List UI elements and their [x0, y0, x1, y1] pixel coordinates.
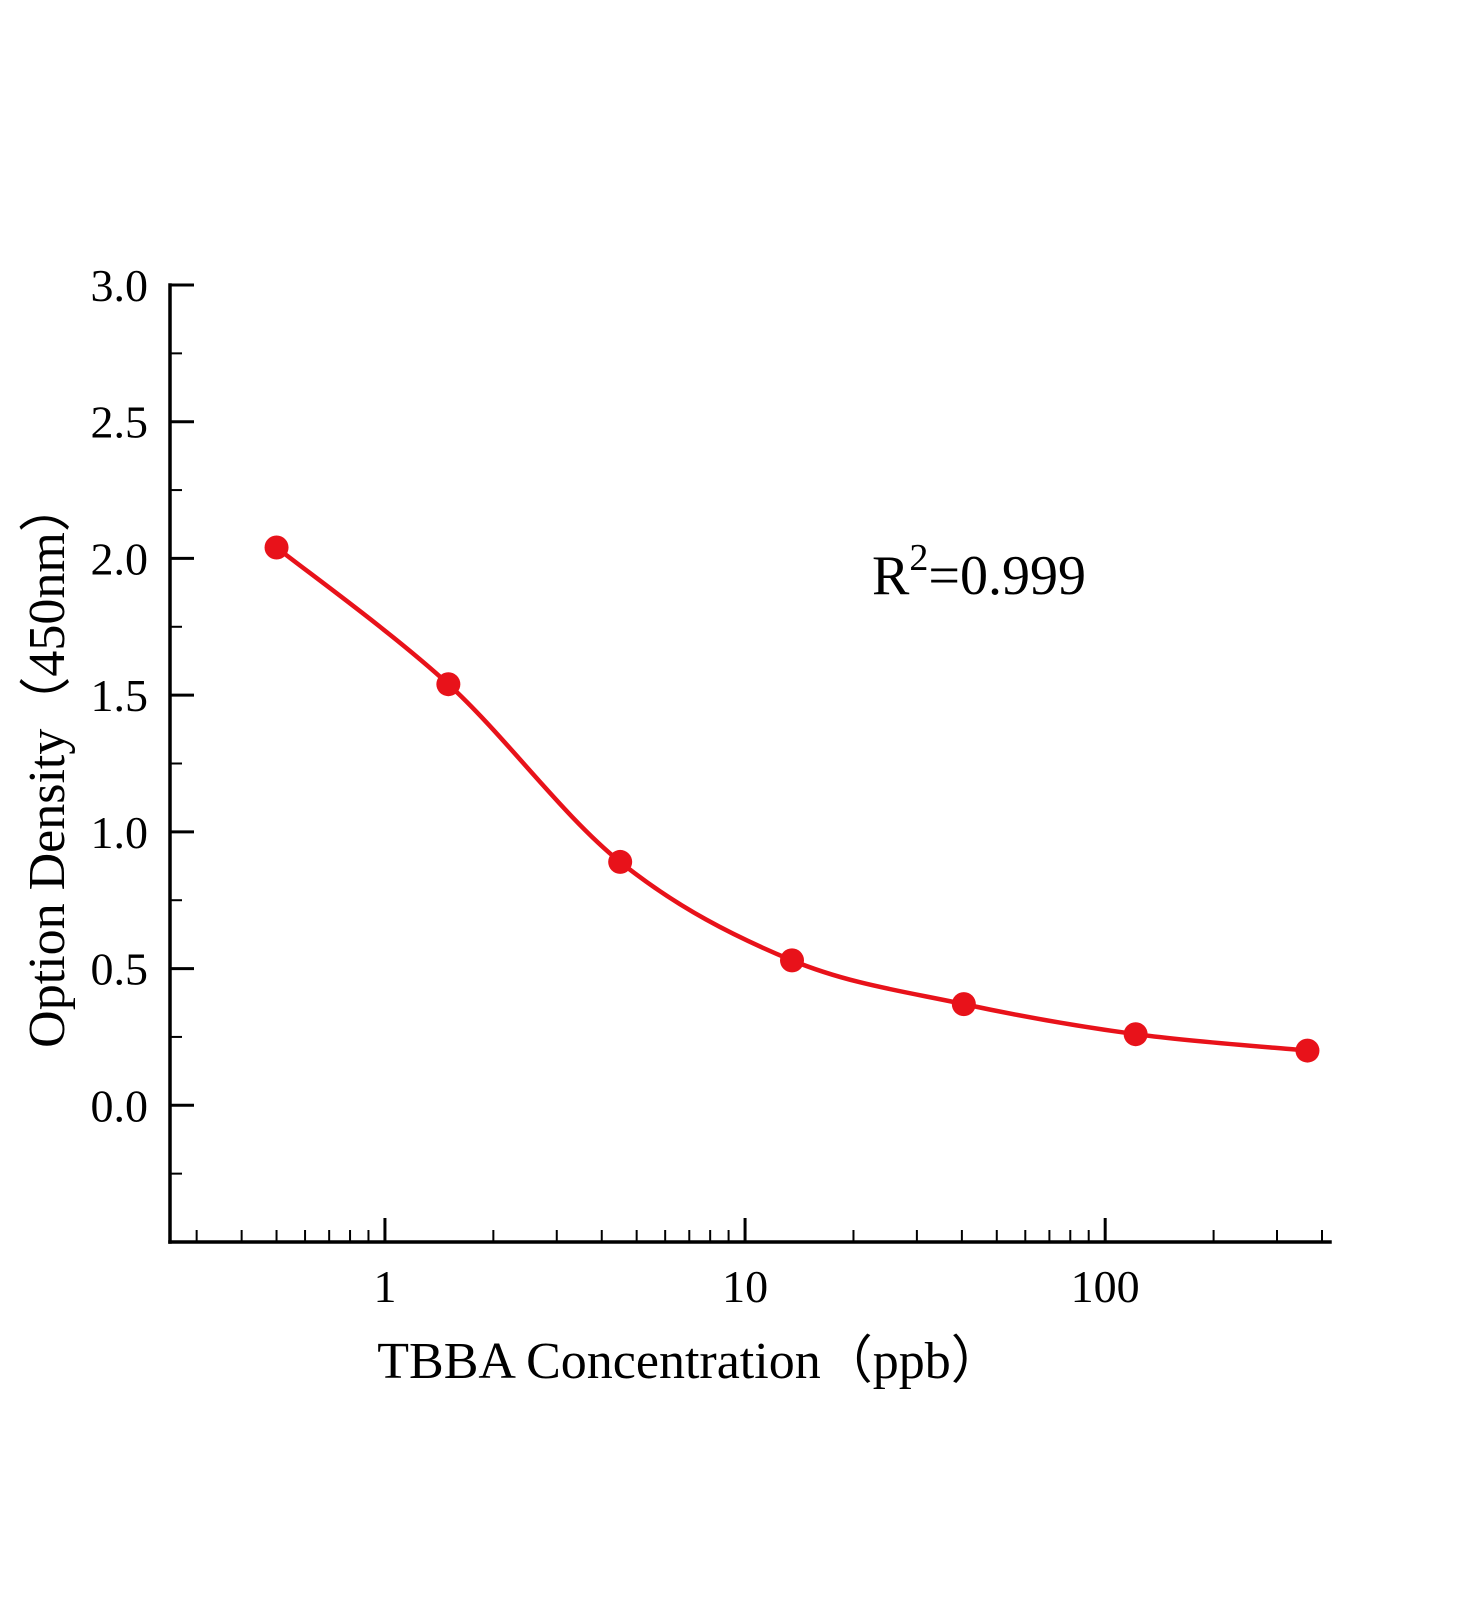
x-axis-title: TBBA Concentration（ppb） — [377, 1333, 1002, 1390]
x-tick-label: 10 — [722, 1261, 768, 1312]
r-squared-annotation: R2=0.999 — [872, 537, 1086, 607]
data-point-marker — [951, 992, 976, 1017]
y-axis-title: Option Density（450nm） — [19, 480, 76, 1048]
data-point-marker — [264, 535, 289, 560]
y-tick-label: 2.0 — [91, 533, 149, 584]
annotation-rest: =0.999 — [928, 545, 1086, 607]
annotation-base: R — [872, 545, 910, 607]
data-point-marker — [780, 948, 805, 973]
y-tick-label: 3.0 — [91, 260, 149, 311]
x-tick-label: 1 — [373, 1261, 396, 1312]
y-tick-label: 2.5 — [91, 397, 149, 448]
data-point-marker — [1123, 1022, 1148, 1047]
y-tick-label: 1.5 — [91, 670, 149, 721]
y-tick-label: 1.0 — [91, 807, 149, 858]
data-point-marker — [1295, 1038, 1320, 1063]
x-tick-label: 100 — [1071, 1261, 1140, 1312]
y-tick-label: 0.0 — [91, 1080, 149, 1131]
plot-area: 1 10 100 0.0 0.5 1.0 1.5 2.0 2.5 3.0 — [91, 260, 1332, 1312]
annotation-superscript: 2 — [909, 537, 928, 579]
y-tick-label: 0.5 — [91, 944, 149, 995]
data-point-marker — [608, 849, 633, 874]
data-point-marker — [436, 672, 461, 697]
fit-curve — [274, 545, 1310, 1053]
